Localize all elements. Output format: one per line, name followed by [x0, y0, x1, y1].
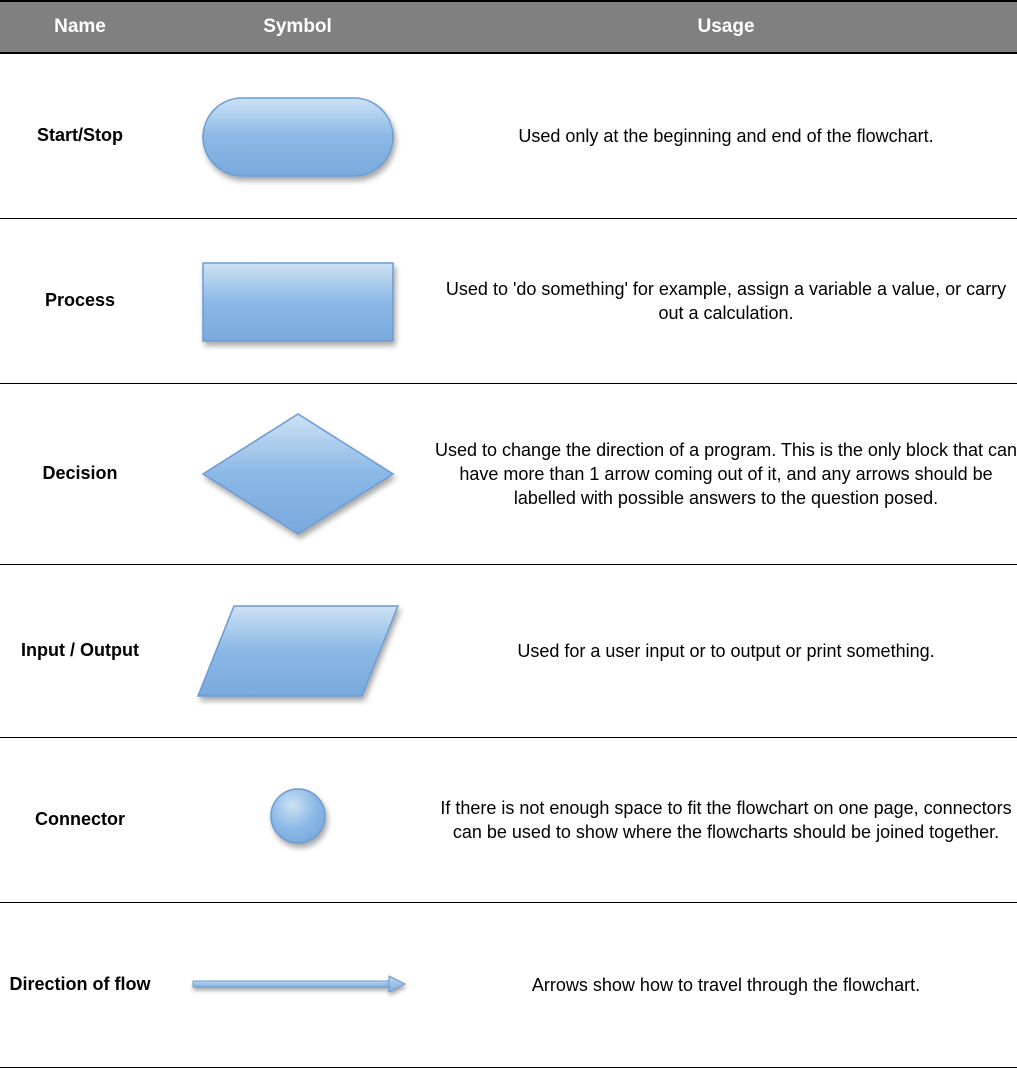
- parallelogram-icon: [188, 596, 408, 706]
- row-symbol-cell: [160, 53, 435, 219]
- table-row: Process: [0, 219, 1017, 384]
- row-usage: If there is not enough space to fit the …: [435, 738, 1017, 903]
- flow-arrow-icon: [183, 965, 413, 1005]
- row-name: Connector: [0, 738, 160, 903]
- row-symbol-cell: [160, 384, 435, 565]
- flowchart-symbols-table: Name Symbol Usage Start/Stop: [0, 0, 1017, 1068]
- terminator-icon: [193, 86, 403, 186]
- row-name: Start/Stop: [0, 53, 160, 219]
- table-row: Direction of flow: [0, 903, 1017, 1068]
- row-symbol-cell: [160, 738, 435, 903]
- col-header-name: Name: [0, 1, 160, 53]
- row-symbol-cell: [160, 565, 435, 738]
- col-header-usage: Usage: [435, 1, 1017, 53]
- table-row: Connector: [0, 738, 1017, 903]
- rectangle-icon: [193, 251, 403, 351]
- row-usage: Used for a user input or to output or pr…: [435, 565, 1017, 738]
- table-row: Decision: [0, 384, 1017, 565]
- row-symbol-cell: [160, 219, 435, 384]
- row-name: Input / Output: [0, 565, 160, 738]
- row-name: Direction of flow: [0, 903, 160, 1068]
- row-symbol-cell: [160, 903, 435, 1068]
- row-name: Decision: [0, 384, 160, 565]
- row-usage: Used to 'do something' for example, assi…: [435, 219, 1017, 384]
- row-usage: Used only at the beginning and end of th…: [435, 53, 1017, 219]
- diamond-icon: [193, 404, 403, 544]
- row-name: Process: [0, 219, 160, 384]
- table-header-row: Name Symbol Usage: [0, 1, 1017, 53]
- row-usage: Arrows show how to travel through the fl…: [435, 903, 1017, 1068]
- col-header-symbol: Symbol: [160, 1, 435, 53]
- row-usage: Used to change the direction of a progra…: [435, 384, 1017, 565]
- connector-circle-icon: [258, 780, 338, 860]
- table-row: Input / Output: [0, 565, 1017, 738]
- table-row: Start/Stop: [0, 53, 1017, 219]
